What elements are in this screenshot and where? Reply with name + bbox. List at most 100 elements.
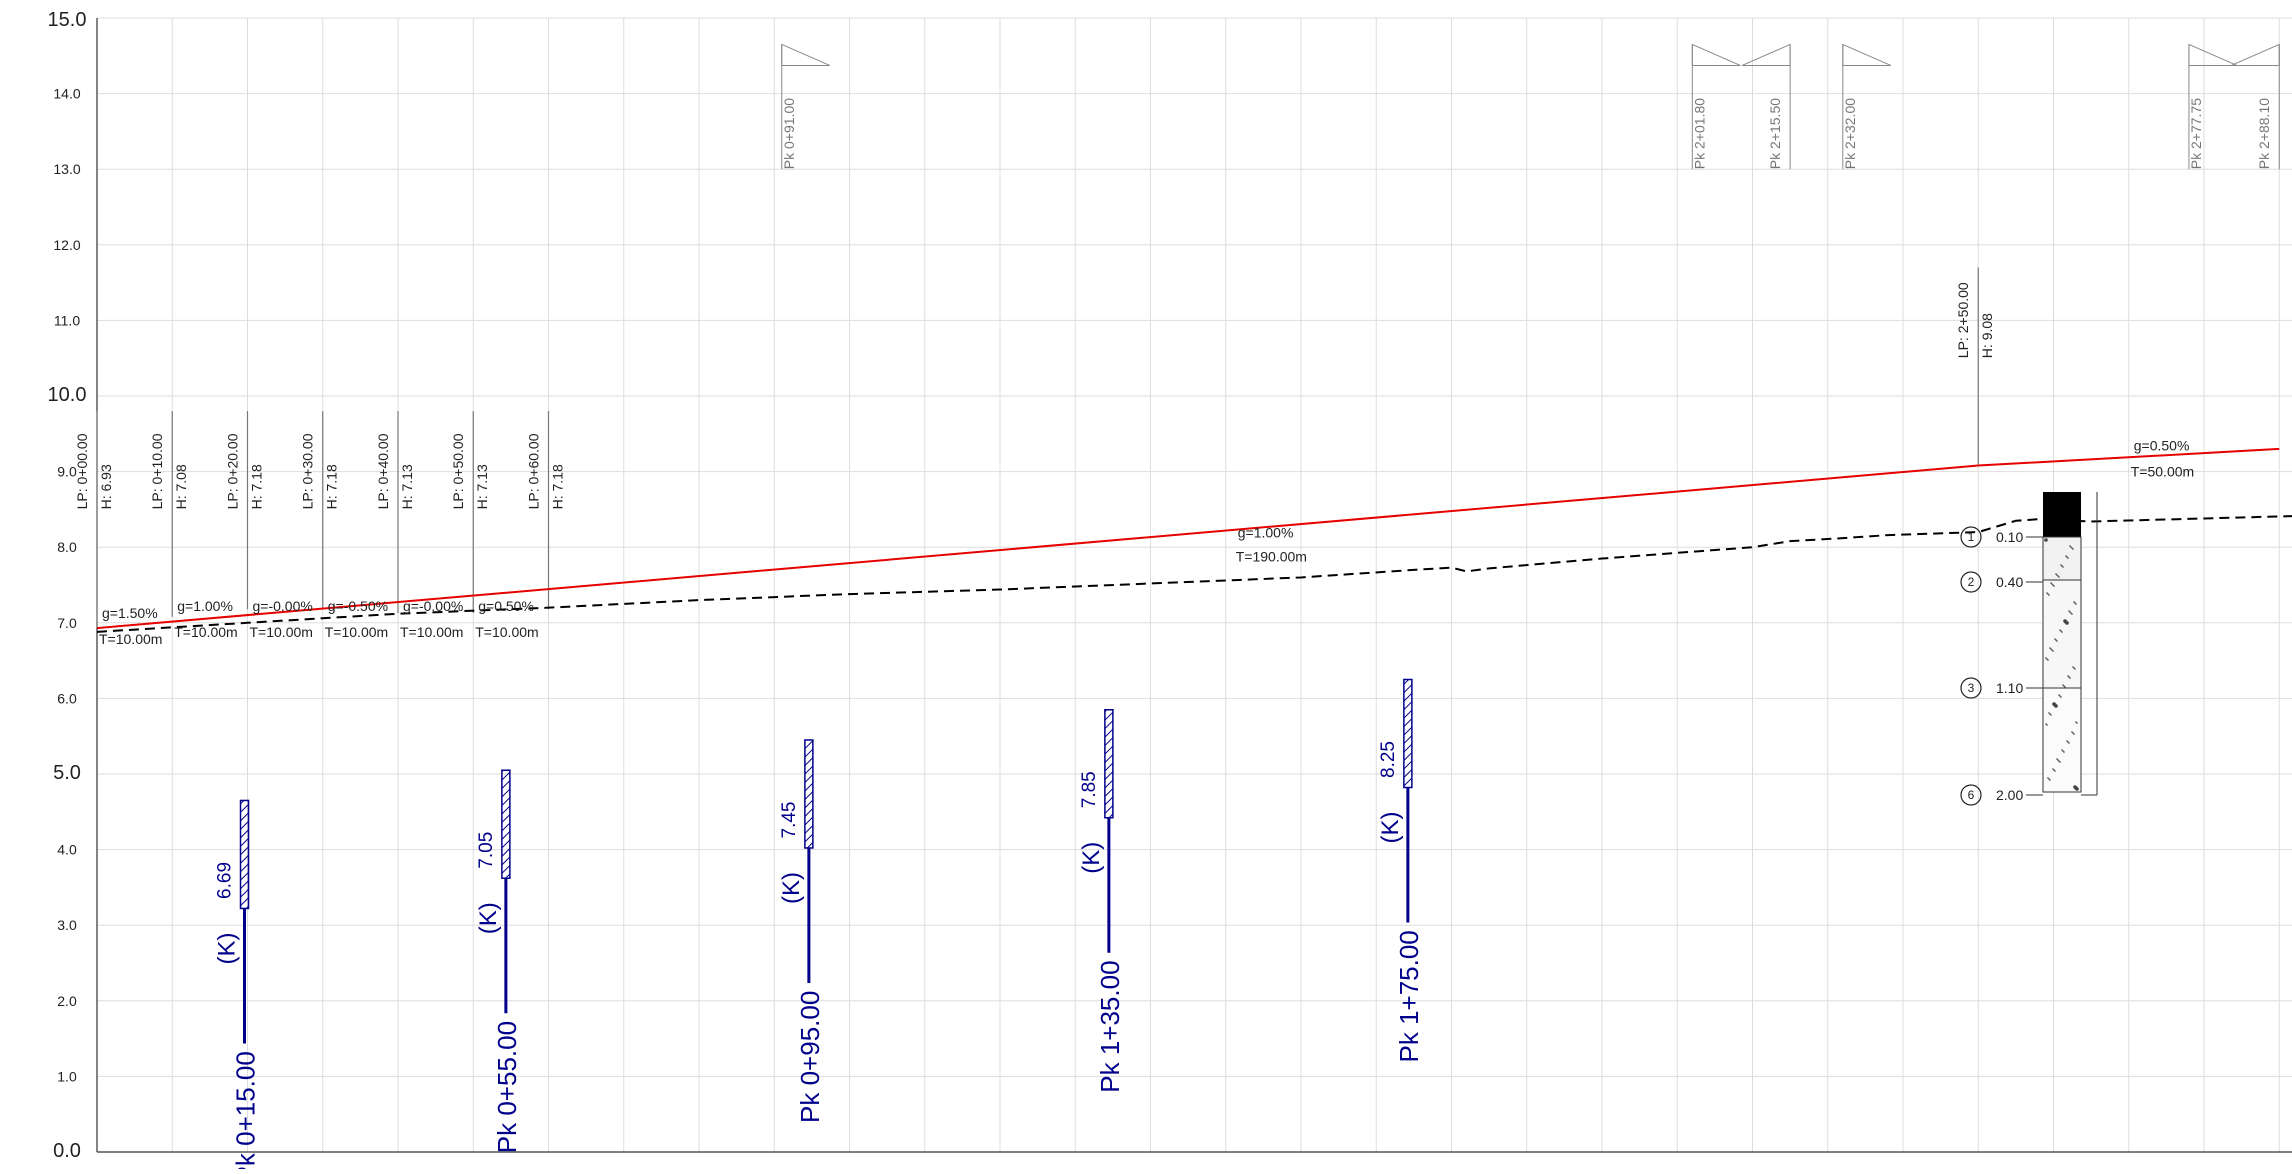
soil-texture-dot <box>2073 667 2075 669</box>
soil-texture-dot <box>2054 770 2056 772</box>
soil-texture-dot <box>2049 647 2051 649</box>
lp-label: LP: 0+00.00 <box>74 433 90 509</box>
soil-texture-dot <box>2072 666 2074 668</box>
soil-texture-dot <box>2046 724 2048 726</box>
soil-layer-number-circle <box>1960 677 1982 699</box>
soil-texture-dot <box>2051 583 2053 585</box>
y-tick-label: 1.0 <box>57 1068 77 1084</box>
soil-texture-dot <box>2073 785 2077 789</box>
grade-percent-label: g=-0.50% <box>328 598 388 614</box>
h-label: H: 7.18 <box>550 464 566 509</box>
grade-percent-label: g=1.00% <box>1238 524 1294 540</box>
soil-texture-dot <box>2055 639 2057 641</box>
ground-line <box>96 515 2292 633</box>
soil-texture-dot <box>2050 648 2052 650</box>
soil-texture-dot <box>2060 564 2062 566</box>
soil-texture-dot <box>2075 721 2077 723</box>
tangent-length-label: T=10.00m <box>99 631 162 647</box>
soil-texture-dot <box>2045 657 2047 659</box>
elevation-axis: 0.01.02.03.04.05.06.07.08.09.010.011.012… <box>48 9 2292 1162</box>
soil-texture-dot <box>2046 592 2048 594</box>
soil-texture-dot <box>2056 574 2058 576</box>
grade-line-group <box>96 447 2280 630</box>
flag-pennant <box>1741 43 1791 66</box>
soil-texture-dot <box>2058 694 2060 696</box>
borehole-hatch <box>804 739 814 849</box>
soil-texture-dot <box>2060 696 2062 698</box>
soil-texture-dot <box>2067 557 2069 559</box>
soil-texture-dot <box>2057 759 2059 761</box>
borehole-value-label: 7.45 <box>779 801 800 838</box>
soil-texture-dot <box>2069 545 2071 547</box>
soil-texture-dot <box>2059 695 2061 697</box>
soil-texture-dot <box>2057 575 2059 577</box>
soil-texture-dot <box>2051 649 2053 651</box>
soil-texture-dot <box>2063 751 2065 753</box>
soil-texture-dot <box>2061 631 2063 633</box>
borehole-station-label: Pk 0+15.00 <box>231 1051 261 1169</box>
soil-texture-dot <box>2068 742 2070 744</box>
y-tick-label: 3.0 <box>57 917 77 933</box>
flag-station-label: Pk 2+32.00 <box>1842 98 1858 169</box>
flag-pennant <box>1691 43 1741 66</box>
borehole-k-label: (K) <box>1078 842 1105 874</box>
soil-texture-dot <box>2059 761 2061 763</box>
soil-texture-dot <box>2058 576 2060 578</box>
tangent-length-label: T=10.00m <box>174 624 237 640</box>
soil-texture-dot <box>2065 687 2067 689</box>
borehole-hatch <box>501 769 511 879</box>
y-tick-label: 5.0 <box>53 762 81 784</box>
soil-texture-dot <box>2067 741 2069 743</box>
soil-texture-dot <box>2048 712 2050 714</box>
y-tick-label: 14.0 <box>53 86 80 102</box>
tangent-length-label: T=190.00m <box>1236 548 1307 564</box>
flag-station-label: Pk 0+91.00 <box>781 98 797 169</box>
borehole-k-label: (K) <box>1377 812 1404 844</box>
soil-texture-dot <box>2050 714 2052 716</box>
soil-texture-dot <box>2050 582 2052 584</box>
lp-label: LP: 0+60.00 <box>526 433 542 509</box>
soil-texture-dot <box>2074 602 2076 604</box>
soil-texture-dot <box>2052 584 2054 586</box>
soil-texture-dot <box>2066 556 2068 558</box>
soil-texture-dot <box>2048 778 2050 780</box>
soil-texture-dot <box>2075 603 2077 605</box>
flag-pennant <box>781 43 830 66</box>
soil-texture-dot <box>2072 732 2074 734</box>
lp-label: LP: 0+10.00 <box>149 433 165 509</box>
soil-texture-dot <box>2061 565 2063 567</box>
soil-texture-dot <box>2046 658 2048 660</box>
soil-texture-dot <box>2049 779 2051 781</box>
soil-texture-dot <box>2071 613 2073 615</box>
soil-layer-gravel <box>2042 536 2082 581</box>
y-tick-label: 13.0 <box>53 161 80 177</box>
soil-texture-dot <box>2054 638 2056 640</box>
lp-label: LP: 0+50.00 <box>450 433 466 509</box>
soil-layer-number: 1 <box>1968 530 1975 544</box>
h-label: H: 7.18 <box>324 464 340 509</box>
soil-layer-depth: 2.00 <box>1996 787 2023 803</box>
y-tick-label: 8.0 <box>57 539 77 555</box>
soil-layer-depth: 0.40 <box>1996 574 2023 590</box>
y-tick-label: 4.0 <box>57 842 77 858</box>
grade-labels: g=1.50% T=10.00m g=1.00% T=10.00m g=-0.00% T=… <box>99 437 2194 647</box>
y-tick-label: 11.0 <box>54 312 80 328</box>
soil-texture-dot <box>2069 677 2071 679</box>
y-tick-label: 7.0 <box>57 615 77 631</box>
soil-texture-dot <box>2070 612 2072 614</box>
y-tick-label: 10.0 <box>48 384 87 406</box>
soil-texture-dot <box>2056 758 2058 760</box>
soil-texture-dot <box>2067 675 2069 677</box>
ground-line-group <box>96 515 2292 633</box>
soil-texture-dot <box>2055 573 2057 575</box>
soil-texture-dot <box>2059 629 2061 631</box>
borehole-value-label: 8.25 <box>1378 741 1399 778</box>
soil-layer-sand <box>2042 687 2082 793</box>
borehole-station-label: Pk 1+75.00 <box>1394 930 1424 1062</box>
y-tick-label: 12.0 <box>53 237 80 253</box>
soil-texture-dot <box>2073 733 2075 735</box>
grid-lines <box>96 17 2292 1153</box>
station-flags: Pk 0+91.00 Pk 2+01.80 Pk 2+15.50 Pk 2+32.00… <box>781 43 2280 170</box>
soil-texture-dot <box>2053 585 2055 587</box>
